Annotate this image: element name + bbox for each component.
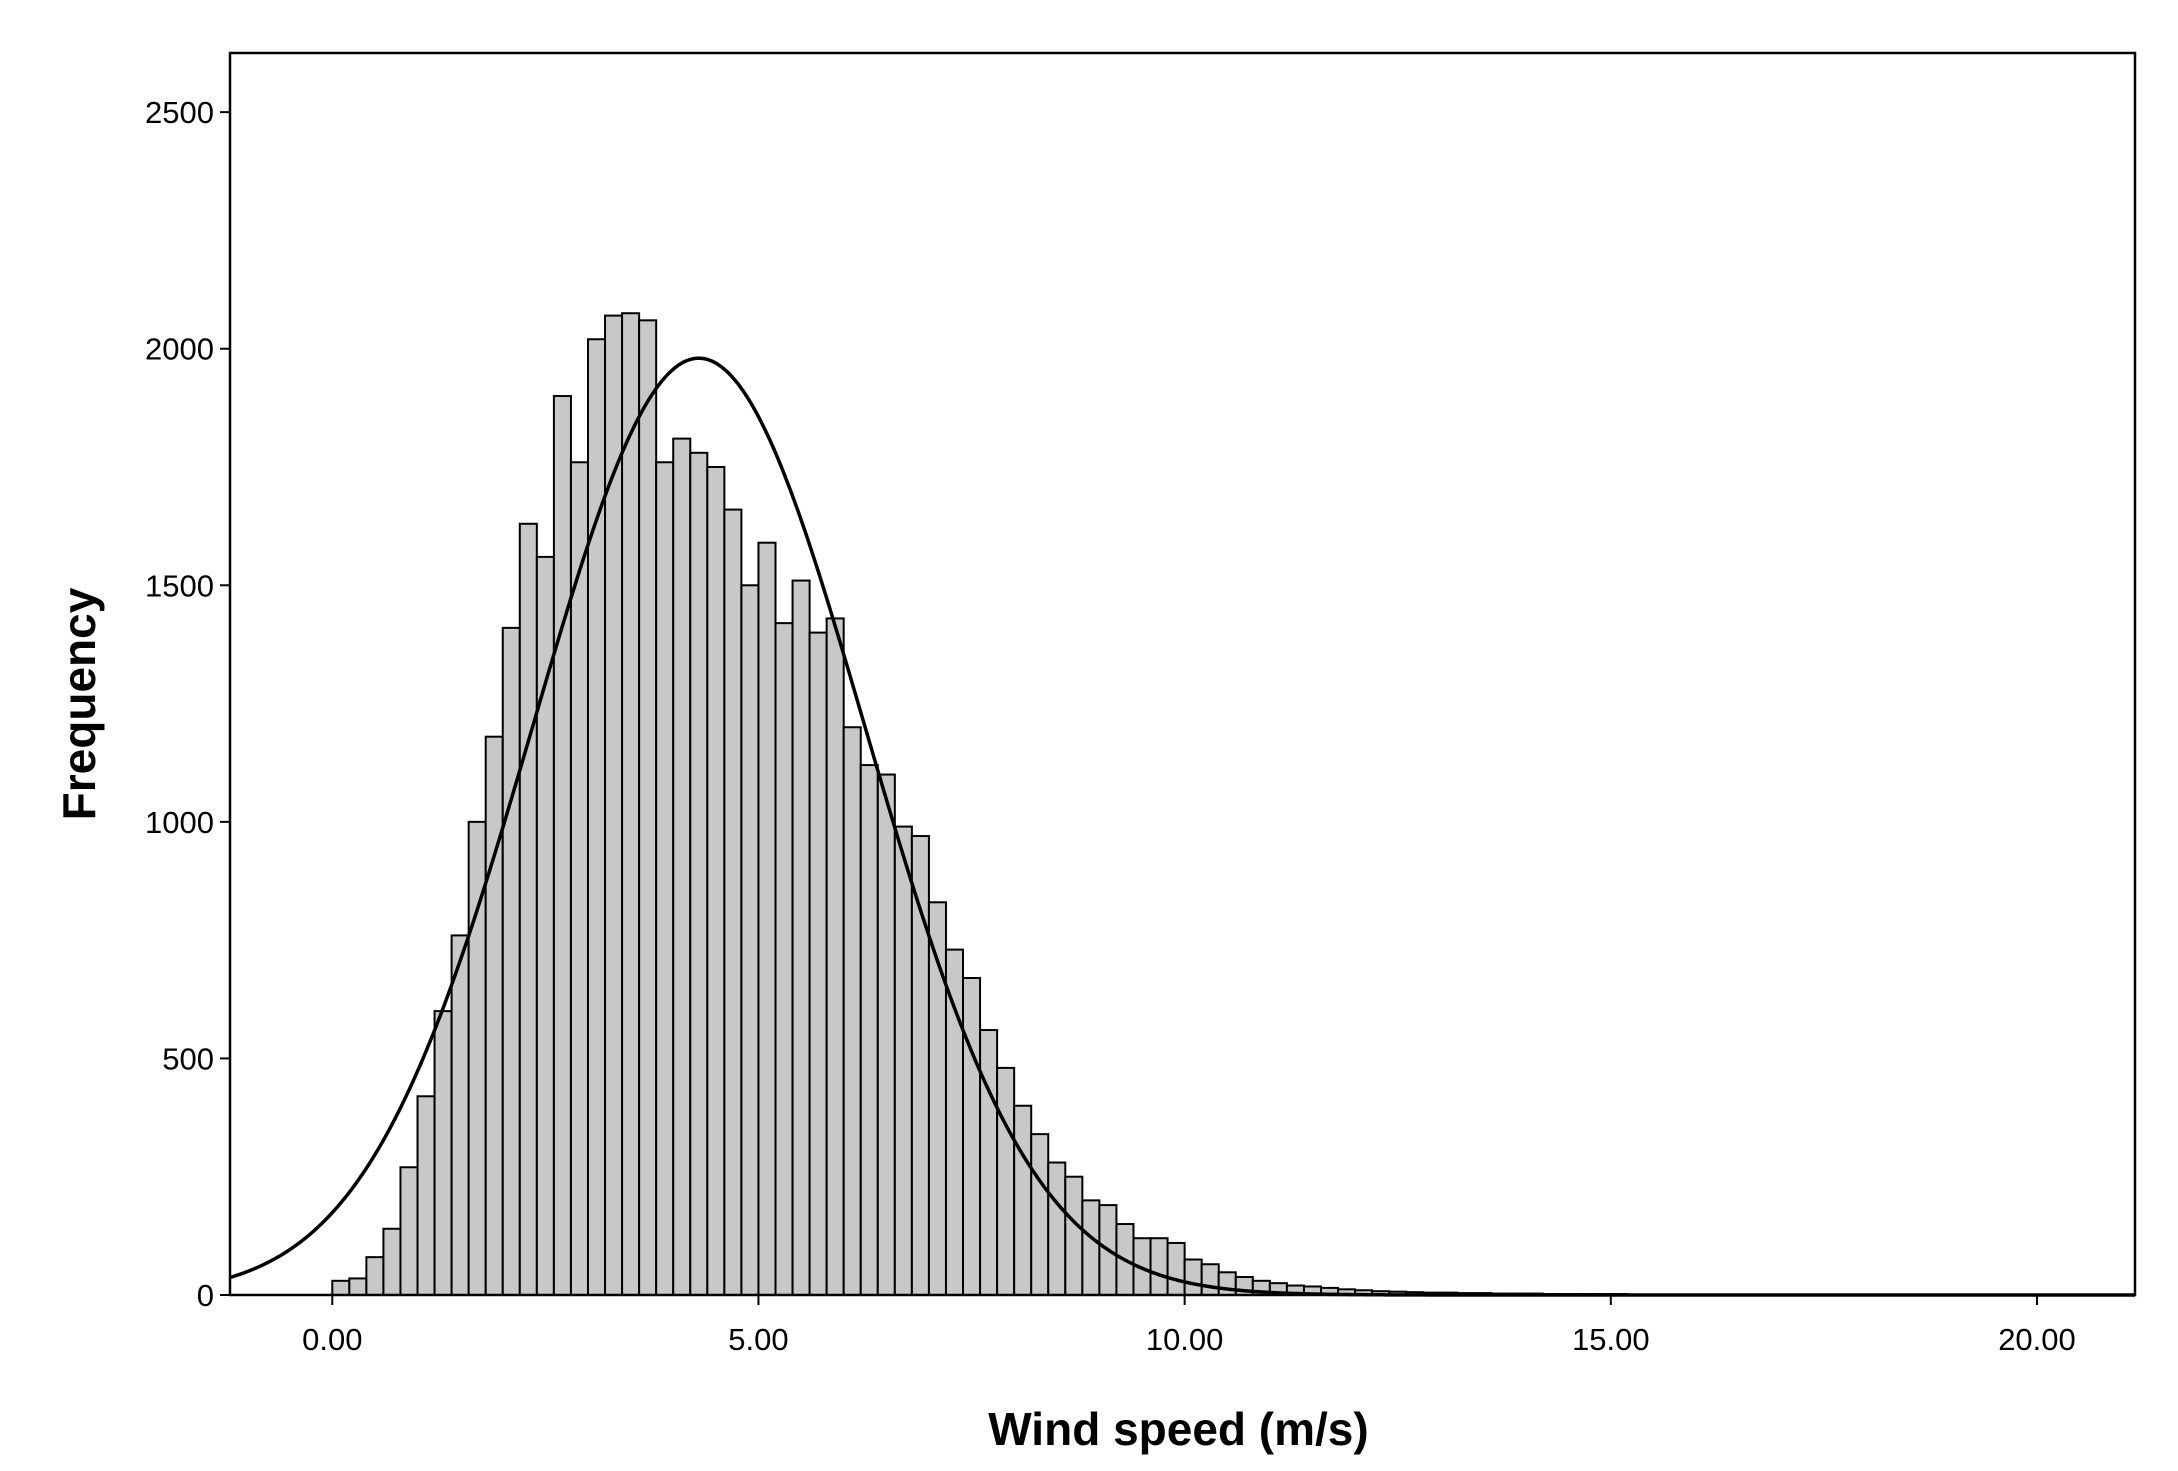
histogram-bar (672, 437, 692, 1296)
histogram-bar (740, 584, 760, 1296)
histogram-bar (706, 466, 726, 1296)
histogram-bar (552, 395, 572, 1296)
histogram-bar (433, 1010, 453, 1296)
x-tick-label: 20.00 (1998, 1322, 2076, 1357)
y-tick-label: 1500 (145, 568, 214, 603)
histogram-bar (382, 1227, 402, 1297)
plot-frame (228, 51, 2137, 1297)
histogram-bar (723, 508, 743, 1296)
x-tick-label: 0.00 (302, 1322, 362, 1357)
histogram-bar (416, 1095, 436, 1297)
histogram-bar (979, 1029, 999, 1297)
histogram-bar (996, 1066, 1016, 1297)
x-tick-label: 15.00 (1572, 1322, 1650, 1357)
y-tick-label: 500 (162, 1041, 214, 1076)
x-axis-title: Wind speed (m/s) (988, 1403, 1368, 1455)
histogram-bar (944, 948, 965, 1296)
histogram-bar (689, 451, 709, 1296)
y-tick-label: 1000 (145, 805, 214, 840)
histogram-bar (501, 626, 521, 1296)
y-tick-label: 0 (197, 1278, 214, 1313)
histogram-bar (1166, 1241, 1186, 1297)
histogram-bar (365, 1256, 385, 1296)
histogram-bar (842, 726, 862, 1296)
histogram-bar (638, 319, 658, 1296)
histogram-bar (348, 1277, 368, 1296)
histogram-bar (1064, 1175, 1084, 1296)
histogram-bar (1149, 1237, 1169, 1297)
histogram-bar (876, 773, 896, 1296)
y-tick-label: 2500 (145, 95, 214, 130)
histogram-bar (399, 1166, 419, 1297)
histogram-bar (825, 617, 845, 1296)
histogram-bar (791, 579, 811, 1296)
histogram-bar (331, 1279, 351, 1296)
histogram-bar (1013, 1104, 1033, 1296)
histogram-bar (774, 622, 794, 1296)
histogram-bar (1030, 1133, 1050, 1297)
x-tick-label: 10.00 (1146, 1322, 1224, 1357)
histogram-bar (655, 461, 675, 1297)
histogram-bar (1217, 1271, 1237, 1297)
x-tick-label: 5.00 (728, 1322, 788, 1357)
histogram-bar (962, 976, 982, 1296)
histogram-bar (859, 764, 879, 1296)
histogram-bar (621, 312, 641, 1296)
y-axis-title: Frequency (53, 587, 105, 820)
histogram-bar (1081, 1199, 1101, 1297)
histogram-bar (586, 338, 607, 1297)
histogram-bar (1200, 1263, 1220, 1297)
histogram-bar (757, 541, 777, 1296)
y-tick-label: 2000 (145, 332, 214, 367)
histogram-bar (518, 522, 538, 1296)
histogram-bar (1047, 1161, 1067, 1297)
histogram-bar (1183, 1258, 1203, 1296)
histogram-bar (450, 934, 470, 1296)
histogram-bar (893, 825, 913, 1296)
axes-group: 0.00 5.00 10.00 15.00 20.00 0 500 1000 1500 2000 2… (145, 95, 2076, 1357)
histogram-bar (808, 631, 828, 1296)
bars-group (331, 312, 1749, 1297)
histogram-bar (484, 735, 504, 1296)
